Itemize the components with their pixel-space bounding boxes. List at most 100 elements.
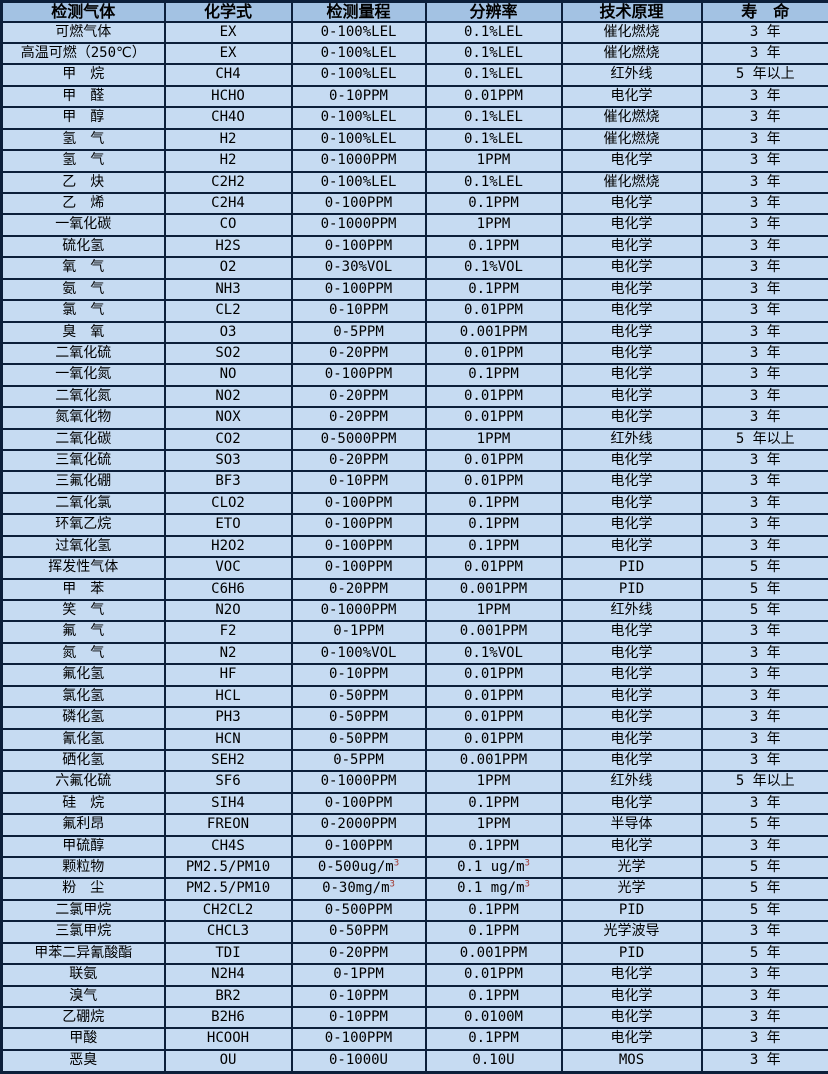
cell-chemical-formula: H2O2 (163, 534, 293, 559)
cell-lifespan: 3 年 (700, 384, 828, 409)
cell-chemical-formula: B2H6 (163, 1005, 293, 1030)
table-row: 粉 尘 PM2.5/PM10 0-30mg/m3 0.1 mg/m3 光学 5 年 (0, 877, 828, 901)
cell-detection-range: 0-20PPM (290, 941, 427, 966)
cell-technology-principle: 催化燃烧 (560, 127, 703, 152)
table-row: 恶臭 OU 0-1000U 0.10U MOS 3 年 (0, 1048, 828, 1074)
cell-detection-range: 0-500ug/m3 (290, 856, 427, 880)
cell-technology-principle: 电化学 (560, 491, 703, 516)
cell-chemical-formula: NH3 (163, 277, 293, 302)
cell-lifespan: 3 年 (700, 984, 828, 1009)
cell-lifespan: 5 年 (700, 813, 828, 837)
cell-detection-range: 0-10PPM (290, 84, 427, 109)
cell-gas-name: 甲硫醇 (0, 834, 166, 859)
cell-technology-principle: 电化学 (560, 984, 703, 1009)
cell-gas-name: 甲 醇 (0, 106, 166, 130)
cell-gas-name: 三氯甲烷 (0, 920, 166, 944)
cell-technology-principle: 光学 (560, 877, 703, 901)
cell-lifespan: 3 年 (700, 748, 828, 773)
cell-lifespan: 3 年 (700, 191, 828, 216)
cell-resolution: 0.1 mg/m3 (424, 877, 563, 901)
cell-resolution: 0.1PPM (424, 363, 563, 387)
table-row: 三氧化硫 SO3 0-20PPM 0.01PPM 电化学 3 年 (0, 449, 828, 473)
cell-resolution: 0.001PPM (424, 748, 563, 773)
cell-resolution: 0.1%LEL (424, 127, 563, 152)
cell-resolution: 0.0100M (424, 1005, 563, 1030)
cell-detection-range: 0-30%VOL (290, 256, 427, 280)
cell-lifespan: 3 年 (700, 920, 828, 944)
cell-chemical-formula: SO3 (163, 449, 293, 473)
cell-resolution: 0.001PPM (424, 320, 563, 344)
cell-gas-name: 粉 尘 (0, 877, 166, 901)
cell-gas-name: 三氧化硫 (0, 449, 166, 473)
table-row: 硅 烷 SIH4 0-100PPM 0.1PPM 电化学 3 年 (0, 791, 828, 816)
table-row: 高温可燃（250℃） EX 0-100%LEL 0.1%LEL 催化燃烧 3 年 (0, 41, 828, 66)
cell-gas-name: 乙硼烷 (0, 1005, 166, 1030)
cell-chemical-formula: PM2.5/PM10 (163, 877, 293, 901)
cell-technology-principle: 电化学 (560, 534, 703, 559)
cell-resolution: 0.01PPM (424, 341, 563, 366)
column-header-lifespan: 寿 命 (700, 0, 828, 23)
cell-gas-name: 氰化氢 (0, 727, 166, 751)
cell-lifespan: 3 年 (700, 620, 828, 644)
cell-chemical-formula: CLO2 (163, 491, 293, 516)
cell-chemical-formula: HCN (163, 727, 293, 751)
cell-resolution: 0.1%LEL (424, 63, 563, 87)
table-row: 甲硫醇 CH4S 0-100PPM 0.1PPM 电化学 3 年 (0, 834, 828, 859)
cell-technology-principle: 电化学 (560, 84, 703, 109)
cell-gas-name: 溴气 (0, 984, 166, 1009)
table-row: 六氟化硫 SF6 0-1000PPM 1PPM 红外线 5 年以上 (0, 770, 828, 794)
cell-lifespan: 5 年以上 (700, 770, 828, 794)
cell-gas-name: 氟 气 (0, 620, 166, 644)
cell-gas-name: 氯化氢 (0, 684, 166, 709)
table-row: 一氧化氮 NO 0-100PPM 0.1PPM 电化学 3 年 (0, 363, 828, 387)
cell-gas-name: 可燃气体 (0, 20, 166, 45)
cell-resolution: 0.1%LEL (424, 41, 563, 66)
cell-chemical-formula: EX (163, 20, 293, 45)
cell-technology-principle: PID (560, 577, 703, 602)
column-header-gas: 检测气体 (0, 0, 166, 23)
cell-resolution: 0.1%LEL (424, 106, 563, 130)
table-row: 可燃气体 EX 0-100%LEL 0.1%LEL 催化燃烧 3 年 (0, 20, 828, 45)
cell-detection-range: 0-100PPM (290, 834, 427, 859)
cell-lifespan: 5 年 (700, 941, 828, 966)
unit-superscript: 3 (393, 858, 400, 869)
cell-detection-range: 0-1000U (290, 1048, 427, 1074)
cell-resolution: 1PPM (424, 149, 563, 173)
cell-detection-range: 0-20PPM (290, 384, 427, 409)
cell-chemical-formula: SEH2 (163, 748, 293, 773)
cell-chemical-formula: FREON (163, 813, 293, 837)
cell-detection-range: 0-100%LEL (290, 106, 427, 130)
table-row: 氢 气 H2 0-100%LEL 0.1%LEL 催化燃烧 3 年 (0, 127, 828, 152)
header-row: 检测气体 化学式 检测量程 分辨率 技术原理 寿 命 (0, 0, 828, 23)
table-row: 硫化氢 H2S 0-100PPM 0.1PPM 电化学 3 年 (0, 234, 828, 259)
cell-resolution: 0.01PPM (424, 406, 563, 430)
cell-chemical-formula: CH2CL2 (163, 898, 293, 923)
cell-resolution: 0.001PPM (424, 941, 563, 966)
cell-lifespan: 3 年 (700, 834, 828, 859)
cell-gas-name: 乙 烯 (0, 191, 166, 216)
cell-chemical-formula: CH4O (163, 106, 293, 130)
cell-technology-principle: 电化学 (560, 1027, 703, 1051)
cell-gas-name: 硒化氢 (0, 748, 166, 773)
cell-detection-range: 0-20PPM (290, 449, 427, 473)
cell-chemical-formula: NOX (163, 406, 293, 430)
cell-lifespan: 3 年 (700, 449, 828, 473)
cell-gas-name: 恶臭 (0, 1048, 166, 1074)
cell-lifespan: 3 年 (700, 170, 828, 194)
cell-technology-principle: PID (560, 941, 703, 966)
cell-gas-name: 一氧化氮 (0, 363, 166, 387)
cell-gas-name: 甲苯二异氰酸酯 (0, 941, 166, 966)
cell-resolution: 0.001PPM (424, 620, 563, 644)
cell-gas-name: 六氟化硫 (0, 770, 166, 794)
cell-resolution: 0.1PPM (424, 791, 563, 816)
cell-detection-range: 0-1000PPM (290, 598, 427, 623)
cell-detection-range: 0-5000PPM (290, 427, 427, 452)
cell-gas-name: 乙 炔 (0, 170, 166, 194)
table-row: 氯化氢 HCL 0-50PPM 0.01PPM 电化学 3 年 (0, 684, 828, 709)
cell-detection-range: 0-50PPM (290, 684, 427, 709)
table-row: 二氧化氯 CLO2 0-100PPM 0.1PPM 电化学 3 年 (0, 491, 828, 516)
cell-chemical-formula: N2 (163, 641, 293, 666)
cell-gas-name: 二氧化氯 (0, 491, 166, 516)
cell-lifespan: 3 年 (700, 363, 828, 387)
